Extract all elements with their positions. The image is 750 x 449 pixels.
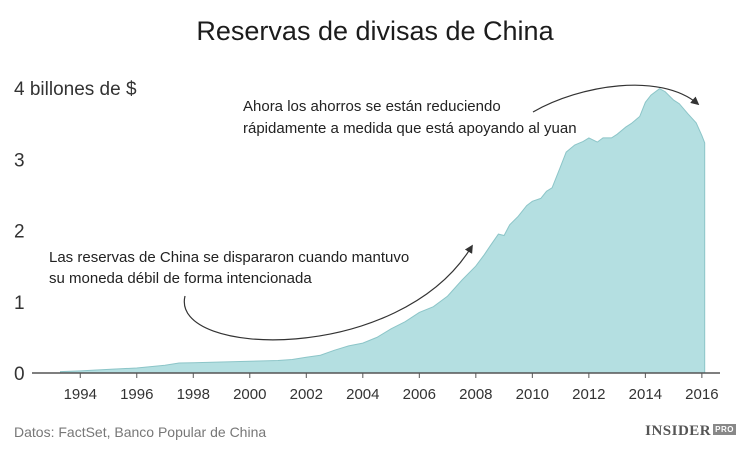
x-tick-label: 2002 bbox=[290, 386, 323, 403]
annotation-arrow-bottom bbox=[183, 244, 473, 341]
y-tick-label: 2 bbox=[14, 222, 25, 243]
x-tick-label: 2012 bbox=[572, 386, 605, 403]
logo-badge: PRO bbox=[713, 424, 736, 435]
y-tick-label: 1 bbox=[14, 293, 25, 314]
x-tick-label: 2006 bbox=[403, 386, 436, 403]
annotation-bottom-line-2: su moneda débil de forma intencionada bbox=[49, 270, 312, 287]
y-tick-label: 3 bbox=[14, 150, 25, 171]
y-tick-label: 0 bbox=[14, 364, 25, 385]
x-tick-label: 2016 bbox=[685, 386, 718, 403]
chart-title: Reservas de divisas de China bbox=[196, 16, 554, 46]
annotation-arrow-top bbox=[532, 84, 700, 113]
x-tick-label: 2000 bbox=[233, 386, 266, 403]
x-tick-label: 2010 bbox=[516, 386, 549, 403]
annotation-top-line-2: rápidamente a medida que está apoyando a… bbox=[243, 120, 577, 137]
x-tick-label: 2004 bbox=[346, 386, 379, 403]
data-source: Datos: FactSet, Banco Popular de China bbox=[14, 424, 267, 440]
annotation-top-line-1: Ahora los ahorros se están reduciendo bbox=[243, 98, 501, 115]
insider-pro-logo: INSIDER PRO bbox=[645, 423, 736, 440]
x-tick-label: 1994 bbox=[64, 386, 97, 403]
x-tick-label: 2014 bbox=[629, 386, 662, 403]
reserves-area bbox=[60, 88, 706, 374]
x-tick-label: 1998 bbox=[177, 386, 210, 403]
annotation-bottom-line-1: Las reservas de China se dispararon cuan… bbox=[49, 249, 409, 266]
x-tick-label: 2008 bbox=[459, 386, 492, 403]
logo-wordmark: INSIDER bbox=[645, 423, 712, 439]
y-tick-label: 4 billones de $ bbox=[14, 79, 137, 100]
x-tick-label: 1996 bbox=[120, 386, 153, 403]
